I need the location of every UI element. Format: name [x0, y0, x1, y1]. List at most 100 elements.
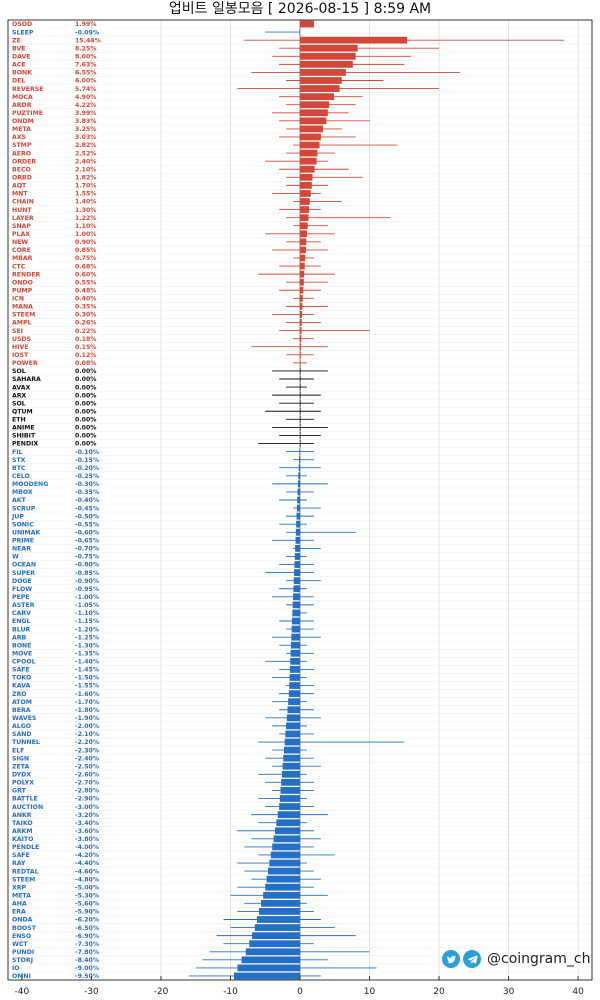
- change-bar: [269, 859, 300, 867]
- percent-label: -3.20%: [75, 812, 99, 819]
- symbol-label: PENDLE: [12, 844, 39, 851]
- symbol-label: HIVE: [12, 344, 29, 351]
- change-bar: [300, 77, 342, 84]
- symbol-label: AUCTION: [12, 804, 43, 811]
- symbol-label: BVE: [12, 45, 25, 52]
- percent-label: 15.44%: [75, 37, 101, 44]
- change-bar: [291, 633, 300, 641]
- change-bar: [300, 222, 308, 230]
- percent-label: 1.22%: [75, 215, 96, 222]
- row-labels: OSOD 1.99% SLEEP -0.09% ZE 15.44% BVE 8.25% DAVE…: [11, 21, 101, 980]
- change-bar: [300, 69, 346, 76]
- symbol-label: KAVA: [12, 683, 31, 690]
- symbol-label: TUNNEL: [12, 739, 40, 746]
- change-bar: [290, 641, 300, 649]
- change-bar: [300, 424, 301, 431]
- change-bar: [297, 496, 300, 504]
- symbol-label: AKT: [12, 497, 27, 504]
- change-bar: [300, 407, 301, 415]
- symbol-label: BATTLE: [12, 796, 38, 803]
- change-bar: [283, 754, 300, 762]
- symbol-label: ATOM: [12, 699, 32, 706]
- change-bar: [300, 367, 301, 375]
- change-bar: [252, 932, 300, 940]
- percent-label: -4.80%: [75, 876, 99, 883]
- symbol-label: ENSO: [12, 933, 31, 940]
- percent-label: -2.00%: [75, 723, 99, 730]
- symbol-label: RENDER: [12, 271, 41, 278]
- percent-label: -9.50%: [75, 973, 99, 980]
- percent-label: -1.35%: [75, 650, 99, 657]
- symbol-label: NEW: [12, 239, 28, 246]
- percent-label: -0.60%: [75, 529, 99, 536]
- change-bar: [294, 553, 300, 560]
- change-bar: [300, 335, 302, 343]
- percent-label: -2.90%: [75, 796, 99, 803]
- percent-label: 0.12%: [75, 352, 96, 359]
- percent-label: 0.00%: [75, 425, 96, 432]
- change-bar: [256, 916, 300, 923]
- change-bar: [300, 302, 303, 310]
- percent-label: 3.03%: [75, 134, 96, 141]
- symbol-label: DYDX: [12, 771, 31, 778]
- percent-label: 0.00%: [75, 400, 96, 407]
- percent-label: 0.55%: [75, 279, 96, 286]
- symbol-label: SAND: [12, 731, 32, 738]
- change-bar: [265, 883, 300, 891]
- symbol-label: BLUR: [12, 626, 30, 633]
- percent-label: 0.00%: [75, 376, 96, 383]
- change-bar: [297, 488, 300, 496]
- percent-label: -1.05%: [75, 602, 99, 609]
- percent-label: -0.40%: [75, 497, 99, 504]
- change-bar: [237, 964, 300, 972]
- percent-label: 0.26%: [75, 320, 96, 327]
- symbol-label: WCT: [12, 941, 28, 948]
- change-bar: [300, 214, 309, 222]
- symbol-label: AQT: [12, 183, 27, 190]
- symbol-label: CELO: [12, 473, 30, 480]
- symbol-label: ARKM: [12, 828, 33, 835]
- percent-label: -3.00%: [75, 804, 99, 811]
- change-bar: [274, 827, 300, 835]
- chart-grid: [8, 19, 592, 981]
- change-bar: [300, 286, 304, 294]
- change-bar: [300, 391, 301, 399]
- percent-label: -0.85%: [75, 570, 99, 577]
- percent-label: -2.50%: [75, 763, 99, 770]
- change-bars: [233, 20, 408, 980]
- percent-label: 5.74%: [75, 86, 96, 93]
- symbol-label: PRIME: [12, 538, 34, 545]
- symbol-label: PUMP: [12, 287, 33, 294]
- change-bar: [289, 666, 300, 673]
- symbol-label: ACE: [12, 62, 26, 69]
- change-bar: [245, 948, 300, 956]
- percent-label: -2.30%: [75, 747, 99, 754]
- symbol-label: FIL: [12, 449, 23, 456]
- x-tick-label: 20: [433, 987, 445, 997]
- percent-label: 1.99%: [75, 21, 96, 28]
- symbol-label: ORDER: [12, 158, 36, 165]
- percent-label: 1.40%: [75, 199, 96, 206]
- change-bar: [281, 778, 300, 786]
- symbol-label: BTC: [12, 465, 26, 472]
- x-tick-label: 30: [503, 987, 515, 997]
- change-bar: [276, 819, 300, 827]
- change-bar: [300, 149, 318, 157]
- percent-label: 4.90%: [75, 94, 96, 101]
- twitter-icon: [442, 950, 460, 968]
- symbol-label: USDS: [12, 336, 31, 343]
- symbol-label: SCRUP: [12, 505, 36, 512]
- percent-label: 1.10%: [75, 223, 96, 230]
- percent-label: -4.60%: [75, 868, 99, 875]
- change-bar: [285, 730, 300, 738]
- symbol-label: ARB: [12, 634, 27, 641]
- symbol-label: NEAR: [12, 546, 31, 553]
- change-bar: [300, 20, 314, 28]
- symbol-label: SLEEP: [12, 29, 34, 36]
- symbol-label: ORBD: [12, 175, 32, 182]
- plot-frame: [7, 19, 593, 981]
- symbol-label: META: [12, 126, 31, 133]
- symbol-label: STEEM: [12, 312, 35, 319]
- percent-label: -4.40%: [75, 860, 99, 867]
